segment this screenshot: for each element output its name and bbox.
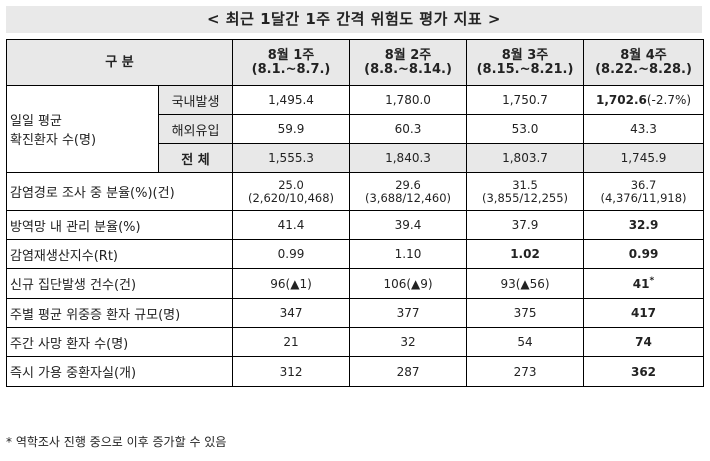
table-row: 감염경로 조사 중 분율(%)(건) 25.0 (2,620/10,468) 29… <box>5 172 705 211</box>
cell: 36.7 (4,376/11,918) <box>583 172 705 211</box>
row-sublabel: 국내발생 <box>157 85 234 115</box>
table-row: 감염재생산지수(Rt) 0.99 1.10 1.02 0.99 <box>5 239 705 269</box>
row-label: 주간 사망 환자 수(명) <box>5 327 234 357</box>
cell: 1.10 <box>349 239 468 269</box>
table-title: < 최근 1달간 1주 간격 위험도 평가 지표 > <box>6 6 702 33</box>
cell: 32.9 <box>583 210 705 240</box>
daily-avg-label: 일일 평균 확진환자 수(명) <box>6 85 159 173</box>
row-label: 감염재생산지수(Rt) <box>5 239 234 269</box>
cell: 41.4 <box>232 210 351 240</box>
header-week-1: 8월 1주 (8.1.~8.7.) <box>232 39 351 86</box>
header-category: 구 분 <box>5 39 234 86</box>
table-row: 주별 평균 위중증 환자 규모(명) 347 377 375 417 <box>5 298 705 328</box>
cell: 362 <box>583 356 705 387</box>
cell: 375 <box>466 298 585 328</box>
cell: 1,555.3 <box>232 143 351 173</box>
header-week-4: 8월 4주 (8.22.~8.28.) <box>583 39 705 86</box>
table-row: 신규 집단발생 건수(건) 96(▲1) 106(▲9) 93(▲56) 41* <box>5 268 705 299</box>
cell: 312 <box>232 356 351 387</box>
cell: 287 <box>349 356 468 387</box>
cell: 1,750.7 <box>466 85 585 115</box>
cell: 0.99 <box>232 239 351 269</box>
cell: 377 <box>349 298 468 328</box>
cell: 60.3 <box>349 114 468 144</box>
cell: 54 <box>466 327 585 357</box>
cell: 273 <box>466 356 585 387</box>
table-row: 즉시 가용 중환자실(개) 312 287 273 362 <box>5 356 705 387</box>
cell: 0.99 <box>583 239 705 269</box>
cell: 347 <box>232 298 351 328</box>
cell: 1,780.0 <box>349 85 468 115</box>
cell: 59.9 <box>232 114 351 144</box>
cell: 1.02 <box>466 239 585 269</box>
row-label: 방역망 내 관리 분율(%) <box>5 210 234 240</box>
cell: 1,840.3 <box>349 143 468 173</box>
cell: 37.9 <box>466 210 585 240</box>
header-week-3: 8월 3주 (8.15.~8.21.) <box>466 39 585 86</box>
row-sublabel: 해외유입 <box>157 114 234 144</box>
header-row: 구 분 8월 1주 (8.1.~8.7.) 8월 2주 (8.8.~8.14.) 8… <box>5 39 705 86</box>
table-row: 주간 사망 환자 수(명) 21 32 54 74 <box>5 327 705 357</box>
risk-assessment-table: 구 분 8월 1주 (8.1.~8.7.) 8월 2주 (8.8.~8.14.) 8… <box>5 39 705 387</box>
table-row: 방역망 내 관리 분율(%) 41.4 39.4 37.9 32.9 <box>5 210 705 240</box>
cell: 96(▲1) <box>232 268 351 299</box>
cell: 29.6 (3,688/12,460) <box>349 172 468 211</box>
cell: 1,745.9 <box>583 143 705 173</box>
row-label: 신규 집단발생 건수(건) <box>5 268 234 299</box>
row-label: 즉시 가용 중환자실(개) <box>5 356 234 387</box>
cell: 39.4 <box>349 210 468 240</box>
cell: 53.0 <box>466 114 585 144</box>
cell: 1,803.7 <box>466 143 585 173</box>
row-label: 감염경로 조사 중 분율(%)(건) <box>5 172 234 211</box>
cell: 31.5 (3,855/12,255) <box>466 172 585 211</box>
cell: 106(▲9) <box>349 268 468 299</box>
header-week-2: 8월 2주 (8.8.~8.14.) <box>349 39 468 86</box>
cell: 43.3 <box>583 114 705 144</box>
table-row: 일일 평균 확진환자 수(명) 국내발생 1,495.4 1,780.0 1,75… <box>6 85 705 173</box>
cell: 1,495.4 <box>232 85 351 115</box>
cell: 74 <box>583 327 705 357</box>
table-row: 해외유입 59.9 60.3 53.0 43.3 <box>7 114 705 144</box>
cell: 93(▲56) <box>466 268 585 299</box>
cell: 41* <box>583 268 705 299</box>
table-row: 전 체 1,555.3 1,840.3 1,803.7 1,745.9 <box>7 143 705 173</box>
cell: 417 <box>583 298 705 328</box>
cell: 25.0 (2,620/10,468) <box>232 172 351 211</box>
cell: 32 <box>349 327 468 357</box>
cell: 21 <box>232 327 351 357</box>
footnote: * 역학조사 진행 중으로 이후 증가할 수 있음 <box>6 435 227 449</box>
row-label: 주별 평균 위중증 환자 규모(명) <box>5 298 234 328</box>
row-sublabel: 전 체 <box>157 143 234 173</box>
cell: 1,702.6(-2.7%) <box>583 85 705 115</box>
